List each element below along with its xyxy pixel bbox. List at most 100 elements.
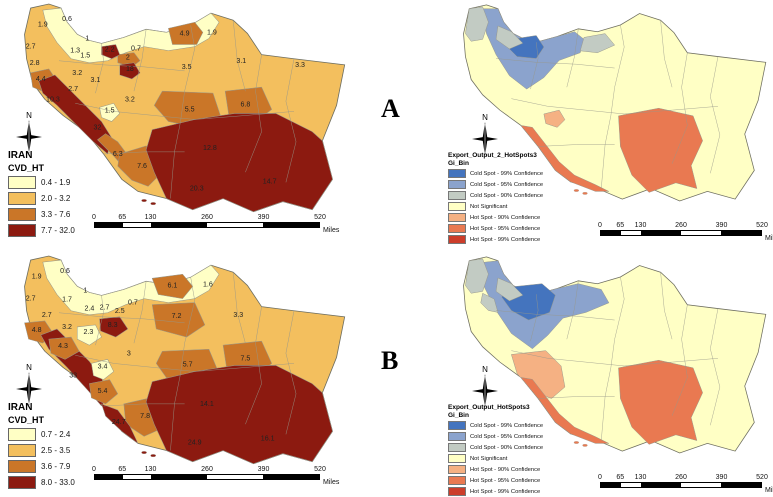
region-value-label: 4.4 <box>36 75 46 83</box>
province-border <box>710 56 721 174</box>
region-value-label: 3.2 <box>125 95 135 103</box>
compass-rose-icon <box>16 120 42 154</box>
legend-item: Not Significant <box>448 454 543 463</box>
region-value-label: 2.8 <box>30 59 40 67</box>
province-border <box>103 151 185 155</box>
region-value-label: 32 <box>94 124 102 132</box>
region-value-label: 2 <box>126 54 130 62</box>
legend-hotspot-a: Export_Output_2_HotSpots3 Gi_Bin Cold Sp… <box>448 152 543 246</box>
region-value-label: 0.6 <box>60 267 70 275</box>
scale-bar-segments <box>94 474 320 480</box>
region-value-label: 2.5 <box>115 307 125 315</box>
legend-item: Hot Spot - 95% Confidence <box>448 476 543 485</box>
scale-bar-segment <box>151 475 207 479</box>
region-value-label: 2.7 <box>68 85 78 93</box>
region-value-label: 2.2 <box>105 46 115 54</box>
scale-tick-label: 130 <box>144 466 157 473</box>
legend-swatch <box>8 224 36 237</box>
legend-swatch <box>8 208 36 221</box>
scale-tick-label: 520 <box>756 222 768 229</box>
province-border <box>75 103 295 120</box>
region-value-label: 2.4 <box>84 305 94 313</box>
legend-swatch <box>448 235 466 244</box>
region-value-label: 3.3 <box>233 311 243 319</box>
legend-item: Cold Spot - 99% Confidence <box>448 421 543 430</box>
legend-cvd-b: IRAN CVD_HT 0.7 - 2.4 2.5 - 3.5 3.6 - 7.9 8… <box>8 402 75 492</box>
province-border <box>245 306 262 425</box>
scale-bar-segment <box>621 483 641 487</box>
province-border <box>285 310 297 435</box>
legend-item-label: 0.4 - 1.9 <box>41 178 71 187</box>
legend-swatch <box>448 169 466 178</box>
region-value-label: 1.6 <box>203 280 213 288</box>
compass-rose-icon <box>472 374 498 408</box>
province-region <box>99 316 129 338</box>
region-value-label: 5.4 <box>98 387 108 395</box>
province-border <box>496 310 615 321</box>
region-value-label: 5.7 <box>183 360 193 368</box>
legend-item: Hot Spot - 95% Confidence <box>448 224 543 233</box>
scale-bar-ticks: 0 65 130 260 390 520 <box>92 466 326 474</box>
region-value-label: 5.5 <box>185 105 195 113</box>
region-value-label: 3 <box>127 349 131 357</box>
scale-bar-segment <box>601 231 621 235</box>
north-label: N <box>482 365 488 374</box>
province-border <box>614 276 625 340</box>
scale-tick-label: 260 <box>201 214 213 221</box>
province-border <box>511 98 718 115</box>
province-region <box>42 259 220 316</box>
island <box>582 444 588 447</box>
scale-bar: 0 65 130 260 390 520 Miles <box>598 474 773 494</box>
scale-bar-segment <box>95 475 123 479</box>
province-region <box>76 324 102 346</box>
province-region <box>151 302 206 338</box>
legend-item: Cold Spot - 95% Confidence <box>448 432 543 441</box>
legend-hotspot-b: Export_Output_HotSpots3 Gi_Bin Cold Spot… <box>448 404 543 497</box>
legend-field: CVD_HT <box>8 163 45 173</box>
province-border <box>614 24 625 88</box>
scale-bar-segments <box>94 222 320 228</box>
region-value-label: 2.3 <box>83 328 93 336</box>
legend-swatch <box>448 454 466 463</box>
province-region <box>543 109 566 128</box>
scale-bar-segment <box>123 475 151 479</box>
legend-title: IRAN <box>8 150 33 161</box>
province-region <box>99 103 121 122</box>
region-value-label: 20.3 <box>190 184 204 192</box>
region-value-label: 3.2 <box>72 69 82 77</box>
region-value-label: 7.5 <box>240 354 250 362</box>
legend-item: 0.4 - 1.9 <box>8 176 75 189</box>
province-border <box>671 52 688 164</box>
scale-bar-ticks: 0 65 130 260 390 520 <box>598 222 768 230</box>
scale-bar-ticks: 0 65 130 260 390 520 <box>92 214 326 222</box>
region-value-label: 4.3 <box>58 342 68 350</box>
legend-swatch <box>8 476 36 489</box>
region-value-label: 0.7 <box>128 299 138 307</box>
legend-item: 2.5 - 3.5 <box>8 444 75 457</box>
legend-item-label: 3.3 - 7.6 <box>41 210 71 219</box>
legend-item-label: 2.0 - 3.2 <box>41 194 71 203</box>
province-border <box>285 58 297 183</box>
island <box>573 189 579 192</box>
island <box>582 192 588 195</box>
legend-item: Cold Spot - 99% Confidence <box>448 169 543 178</box>
island <box>141 199 147 202</box>
province-border <box>511 350 718 367</box>
island <box>141 451 147 454</box>
region-value-label: 10.3 <box>46 95 60 103</box>
scale-bar-segment <box>151 223 207 227</box>
region-value-label: 3.5 <box>182 63 192 71</box>
province-border <box>232 20 246 92</box>
province-region <box>520 377 610 444</box>
region-value-label: 24.9 <box>188 438 202 446</box>
iran-hotspot-map-b <box>463 256 767 454</box>
scale-unit-label: Miles <box>323 227 340 234</box>
region-value-label: 3.1 <box>91 76 101 84</box>
scale-bar-segment <box>721 483 761 487</box>
province-region <box>618 359 703 445</box>
province-border <box>133 29 147 92</box>
island <box>150 454 156 457</box>
legend-item: Cold Spot - 90% Confidence <box>448 443 543 452</box>
province-border <box>245 54 262 173</box>
